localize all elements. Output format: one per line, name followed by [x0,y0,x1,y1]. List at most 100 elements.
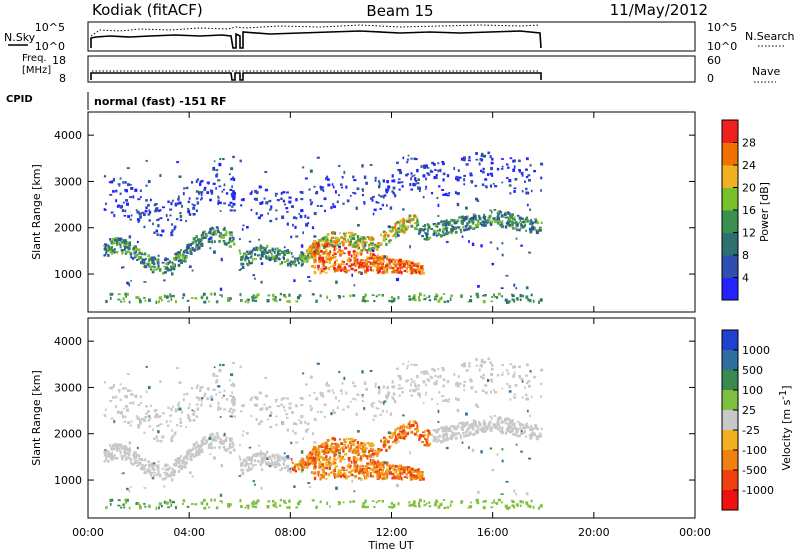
power-cell [152,256,156,259]
power-cell [347,238,350,242]
velocity-cell [137,404,141,407]
velocity-cell [281,421,285,426]
power-cell [232,197,236,201]
power-cell [127,249,129,252]
velocity-cell [445,437,449,441]
power-panel-frame [87,111,696,313]
velocity-cell [468,424,472,427]
power-cell [490,223,493,226]
velocity-cell [369,454,372,458]
power-cell [364,293,367,297]
power-cell [288,293,291,297]
power-cell [139,215,142,219]
power-cell [239,293,242,297]
velocity-cell [368,467,371,469]
velocity-cell [321,465,324,469]
velocity-cell [402,470,406,474]
velocity-cell [330,445,333,449]
power-cell [499,211,503,214]
velocity-cell [373,506,376,509]
velocity-cell [277,458,281,462]
power-cell [475,158,479,161]
power-cell [209,228,213,231]
power-cell [246,298,249,301]
power-cell [423,232,427,234]
velocity-cell [371,461,374,465]
velocity-cell [540,395,542,398]
velocity-cell [450,430,453,433]
velocity-cell [319,500,322,504]
velocity-cell [406,364,409,367]
velocity-cell [242,430,245,433]
power-cell [366,236,370,238]
velocity-cell [110,386,114,390]
velocity-cell [348,459,351,462]
power-cell [414,214,417,217]
velocity-cell [435,380,438,383]
power-cell [344,240,348,243]
power-cell [437,162,440,165]
velocity-cell [280,403,283,407]
power-cell [468,155,471,159]
power-cell [362,245,365,250]
power-cell [286,258,290,262]
velocity-cell [425,441,428,445]
power-cell [493,293,495,297]
power-cell [520,244,523,247]
velocity-cell [438,434,441,438]
power-cell [392,186,396,190]
velocity-cell [200,399,203,403]
velocity-cell [301,397,304,401]
power-cell [426,167,430,169]
velocity-cell [117,389,121,391]
velocity-cell [157,464,160,468]
velocity-cell [200,502,204,505]
velocity-cell [348,437,351,441]
velocity-cell [282,499,286,503]
velocity-cell [506,426,510,430]
velocity-colorbar-segment [722,450,738,471]
power-cell [476,295,480,299]
power-cell [445,240,449,244]
power-cell [178,256,181,260]
power-cell [525,229,527,232]
power-cell [355,259,359,263]
velocity-cell [152,474,155,478]
velocity-cell [521,396,524,399]
power-cell [415,215,418,219]
power-cell [300,261,304,264]
power-cell [352,250,356,253]
velocity-cell [506,383,509,385]
power-cell [315,299,318,303]
velocity-cell [433,437,436,440]
velocity-cell [178,459,182,463]
velocity-cell [507,417,510,420]
velocity-cell [178,407,182,411]
power-cell [109,296,112,300]
velocity-cell [136,446,139,450]
power-cell [463,174,466,177]
power-cell [230,177,233,181]
velocity-cell [247,504,250,507]
power-cell [339,253,343,257]
power-cell [468,219,471,224]
power-cell [200,295,204,298]
velocity-cell [117,447,121,450]
velocity-cell [492,388,495,391]
power-colorbar-tick-label: 24 [742,159,756,172]
power-cell [331,183,334,186]
velocity-cell [378,465,382,468]
velocity-cell [462,431,465,435]
velocity-cell [525,397,529,401]
power-cell [436,197,439,200]
power-cell [130,280,132,282]
power-cell [374,265,378,268]
power-cell [211,231,213,234]
velocity-cell [281,467,283,471]
power-cell [326,295,329,299]
power-cell [527,298,530,302]
velocity-cell [211,437,213,440]
velocity-cell [170,504,173,507]
power-cell [418,295,420,299]
power-cell [416,223,420,227]
